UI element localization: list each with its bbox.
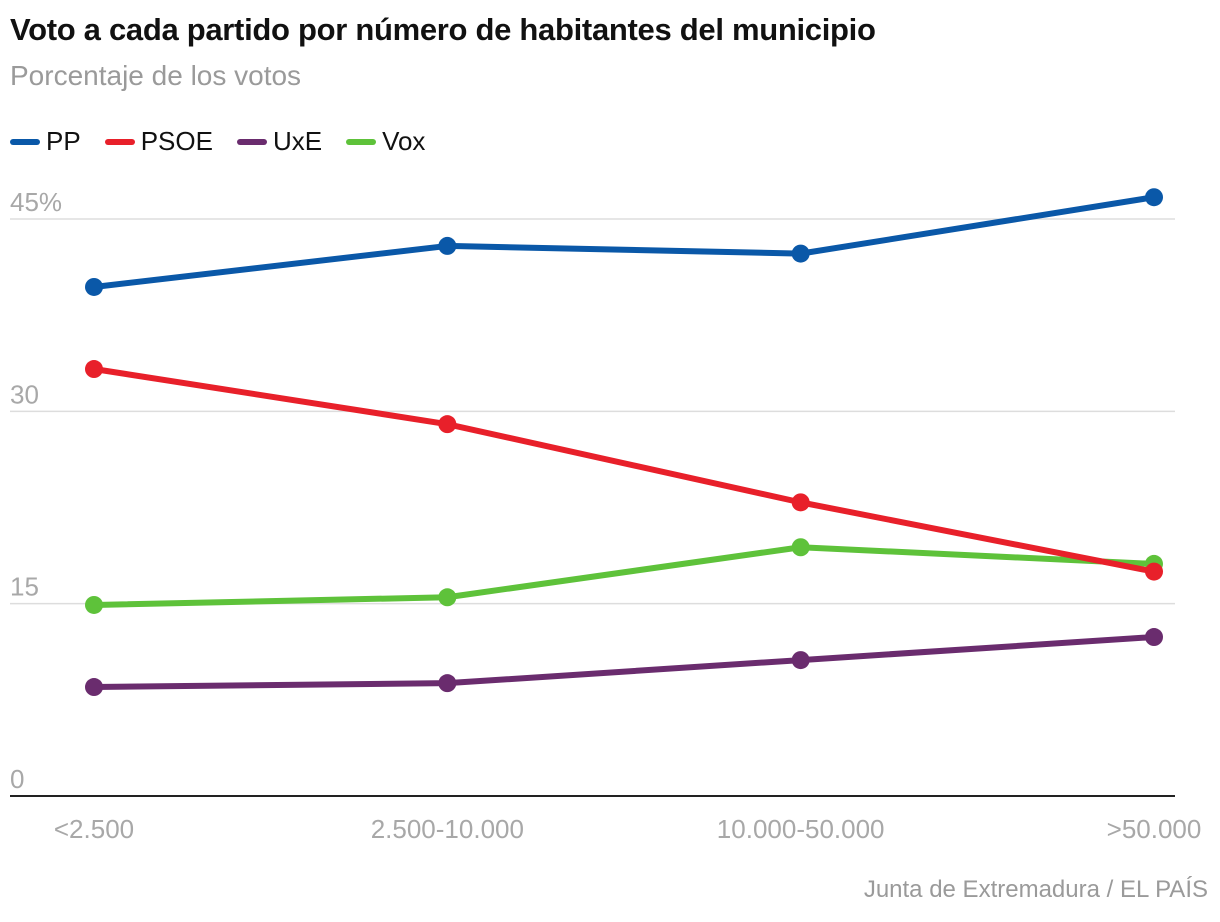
- data-point-pp: [438, 236, 457, 255]
- data-point-pp: [1145, 188, 1163, 207]
- legend-label: Vox: [382, 126, 426, 156]
- y-tick-label: 45%: [10, 187, 62, 217]
- y-tick-label: 0: [10, 764, 24, 794]
- data-point-uxe: [791, 651, 810, 670]
- series-line-vox: [91, 544, 1157, 608]
- y-tick-label: 15: [10, 572, 39, 602]
- legend-item-uxe: UxE: [236, 126, 323, 157]
- data-point-vox: [791, 538, 810, 557]
- data-point-psoe: [1145, 562, 1163, 581]
- series-psoe: [85, 360, 1163, 581]
- legend-swatch: [104, 138, 135, 145]
- y-tick-label: 30: [10, 379, 39, 409]
- data-point-uxe: [438, 674, 457, 693]
- legend-swatch: [10, 138, 40, 145]
- x-tick-label: 2.500-10.000: [371, 814, 524, 844]
- data-point-uxe: [85, 678, 103, 697]
- legend-label: PSOE: [140, 126, 213, 156]
- series-vox: [85, 538, 1163, 614]
- data-point-pp: [85, 277, 103, 296]
- legend-item-psoe: PSOE: [104, 126, 213, 157]
- data-point-psoe: [438, 415, 457, 434]
- source-credit: Junta de Extremadura / EL PAÍS: [863, 876, 1208, 903]
- series-line-psoe: [91, 366, 1157, 575]
- x-tick-label: 10.000-50.000: [717, 814, 885, 844]
- data-point-vox: [85, 595, 103, 614]
- data-point-psoe: [791, 493, 810, 512]
- x-tick-label: <2.500: [54, 814, 134, 844]
- legend-label: UxE: [272, 126, 323, 156]
- data-point-pp: [791, 244, 810, 263]
- y-tick-labels: 0 15 30 45%: [10, 187, 62, 794]
- legend-swatch: [236, 138, 267, 145]
- x-tick-labels: <2.500 2.500-10.000 10.000-50.000 >50.000: [54, 814, 1201, 844]
- legend-label: PP: [46, 126, 81, 156]
- series-layer: [85, 188, 1163, 697]
- series-pp: [85, 188, 1163, 296]
- chart-subtitle: Porcentaje de los votos: [10, 60, 302, 91]
- grid-lines: [10, 218, 1175, 797]
- data-point-vox: [438, 588, 457, 607]
- series-line-pp: [91, 194, 1157, 290]
- series-uxe: [85, 628, 1163, 697]
- chart-title: Voto a cada partido por número de habita…: [10, 12, 876, 47]
- data-point-uxe: [1145, 628, 1163, 647]
- legend-swatch: [346, 138, 377, 145]
- x-tick-label: >50.000: [1107, 814, 1202, 844]
- data-point-psoe: [85, 360, 103, 379]
- legend: PP PSOE UxE Vox: [10, 126, 449, 157]
- legend-item-vox: Vox: [346, 126, 425, 157]
- legend-item-pp: PP: [10, 126, 81, 157]
- series-line-uxe: [91, 634, 1157, 691]
